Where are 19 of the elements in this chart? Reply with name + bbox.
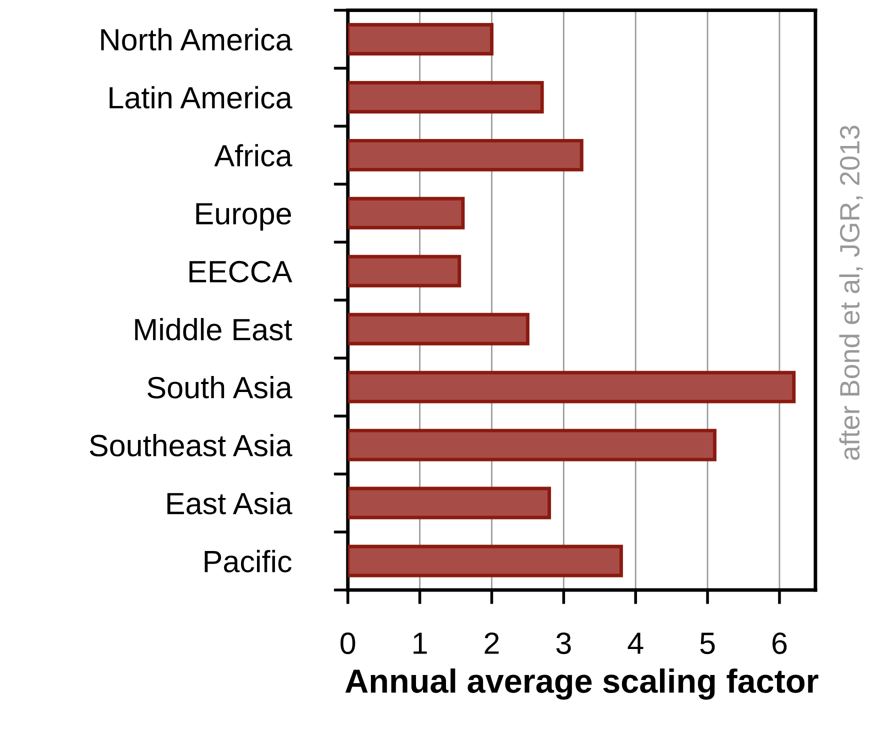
- y-tick-label: East Asia: [167, 492, 292, 514]
- text: after Bond et al, JGR, 2013: [839, 126, 863, 460]
- y-tick-label: EECCA: [190, 260, 292, 283]
- y-tick-label: South Asia: [148, 376, 292, 398]
- x-axis-title: Annual average scaling factor: [345, 668, 818, 700]
- x-tick-label: 6: [772, 632, 787, 654]
- x-tick-label: 3: [556, 632, 571, 654]
- y-tick-label: Middle East: [135, 318, 292, 340]
- y-tick-label: Pacific: [204, 550, 292, 572]
- x-tick-label: 4: [628, 632, 644, 654]
- x-tick-label: 2: [484, 632, 499, 654]
- x-tick-label: 1: [414, 632, 427, 654]
- y-tick-label: Europe: [196, 203, 291, 231]
- y-tick-label: Southeast Asia: [90, 434, 292, 456]
- x-tick-label: 0: [340, 632, 356, 654]
- y-tick-label: Latin America: [110, 86, 292, 109]
- x-tick-label: 5: [700, 632, 715, 654]
- y-tick-label: North America: [101, 28, 292, 51]
- y-tick-label: Africa: [214, 144, 292, 167]
